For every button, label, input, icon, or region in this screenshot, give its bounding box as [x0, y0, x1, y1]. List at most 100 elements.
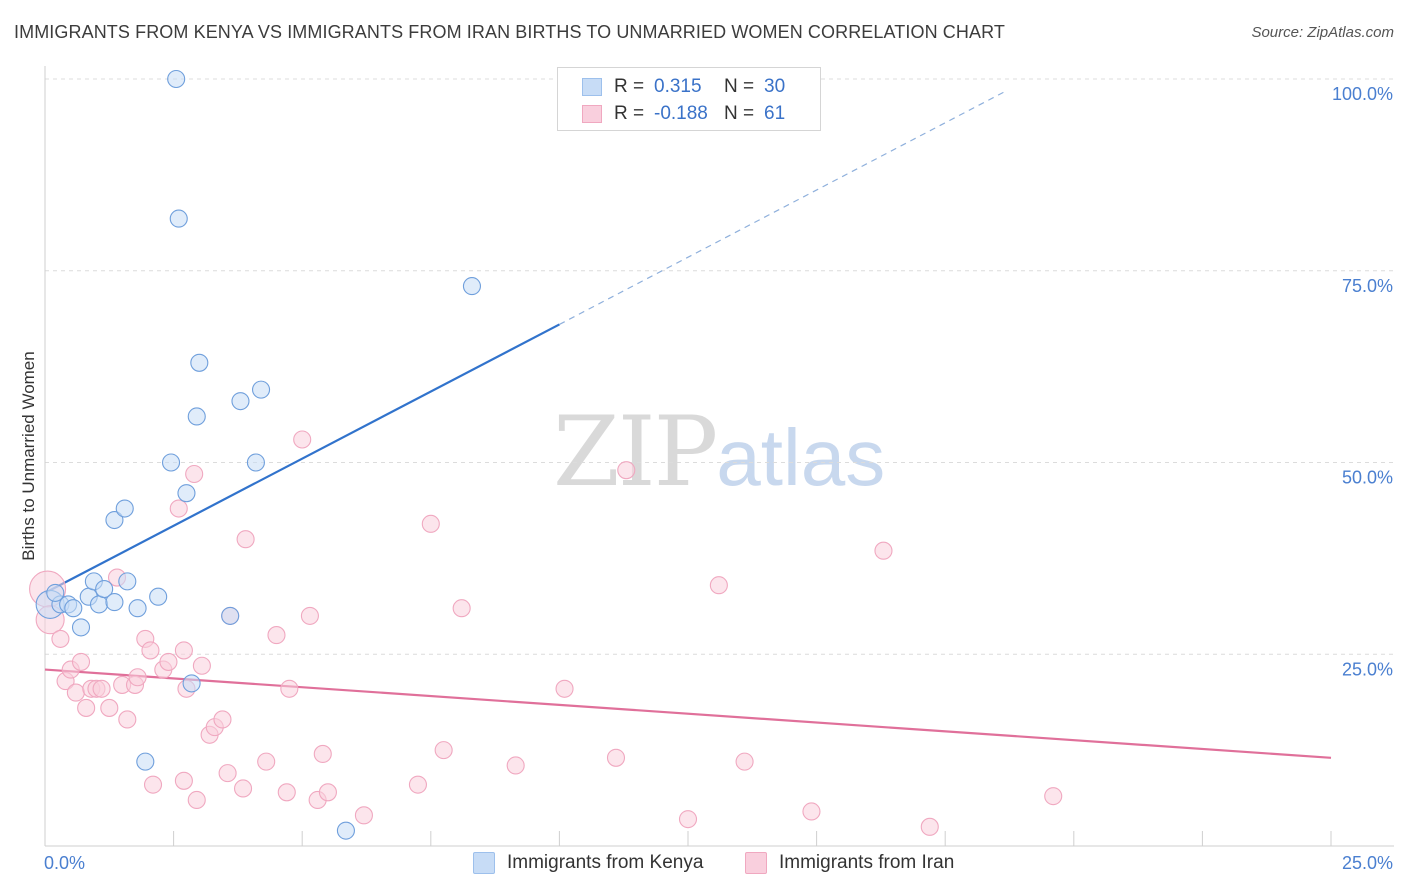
legend-swatch-kenya	[582, 78, 602, 96]
iran-point	[213, 710, 232, 729]
iran-point	[300, 606, 319, 625]
correlation-legend: R = 0.315 N = 30 R = -0.188 N = 61	[557, 67, 821, 131]
iran-point	[192, 656, 211, 675]
kenya-point	[105, 593, 124, 612]
series-label-iran: Immigrants from Iran	[779, 852, 955, 873]
iran-point	[920, 817, 939, 836]
iran-point	[452, 599, 471, 618]
iran-trend-line	[44, 668, 1332, 759]
kenya-point	[161, 453, 181, 472]
axes	[44, 66, 1394, 847]
iran-point	[185, 464, 204, 484]
kenya-point	[169, 209, 188, 228]
legend-r-label: R =	[614, 103, 645, 124]
kenya-point	[71, 618, 91, 637]
kenya-point	[187, 407, 206, 426]
iran-point	[1044, 787, 1063, 806]
legend-row-iran: R = -0.188 N = 61	[582, 102, 785, 126]
series-label-kenya: Immigrants from Kenya	[507, 852, 704, 873]
kenya-point	[105, 510, 124, 530]
iran-point	[141, 641, 160, 660]
iran-point	[354, 806, 373, 825]
iran-point	[100, 698, 119, 717]
kenya-point	[115, 499, 134, 518]
iran-point	[434, 741, 453, 760]
kenya-point	[167, 69, 186, 89]
kenya-point	[64, 599, 83, 618]
watermark-zip: ZIP	[553, 396, 718, 508]
iran-point	[118, 710, 137, 729]
iran-point	[169, 499, 188, 518]
kenya-points	[35, 69, 482, 840]
grid-lines	[45, 78, 1394, 655]
kenya-point	[221, 606, 240, 625]
kenya-point	[149, 587, 168, 606]
iran-point	[71, 652, 91, 671]
iran-point	[77, 698, 96, 717]
y-tick-label: 50.0%	[1342, 468, 1393, 488]
iran-point	[408, 775, 427, 794]
iran-point	[874, 541, 893, 560]
kenya-trend-extension	[559, 89, 1008, 325]
iran-point	[257, 752, 276, 771]
iran-point	[187, 790, 206, 810]
chart-title: IMMIGRANTS FROM KENYA VS IMMIGRANTS FROM…	[14, 22, 1005, 42]
legend-n-label: N =	[724, 103, 755, 124]
iran-point	[159, 652, 178, 671]
kenya-trend-line	[44, 323, 560, 594]
iran-point	[174, 771, 193, 790]
series-legend: Immigrants from Kenya Immigrants from Ir…	[0, 852, 1406, 878]
x-tick-label: 25.0%	[1342, 853, 1393, 873]
kenya-point	[336, 821, 355, 840]
kenya-point	[95, 580, 114, 599]
kenya-point	[118, 572, 137, 591]
kenya-point	[136, 752, 155, 771]
series-legend-iran[interactable]: Immigrants from Iran	[745, 852, 954, 874]
kenya-point	[231, 392, 250, 411]
watermark-atlas: atlas	[716, 413, 886, 502]
series-swatch-iran	[745, 852, 767, 874]
series-legend-kenya[interactable]: Immigrants from Kenya	[473, 852, 703, 874]
iran-point	[678, 810, 698, 829]
y-tick-label: 75.0%	[1342, 276, 1393, 296]
iran-point	[236, 530, 255, 549]
iran-point	[66, 683, 85, 702]
iran-point	[802, 802, 821, 821]
iran-point	[128, 668, 147, 687]
legend-r-label: R =	[614, 76, 645, 97]
iran-point	[421, 514, 440, 533]
legend-n-value-kenya: 30	[764, 76, 786, 97]
legend-row-kenya: R = 0.315 N = 30	[582, 75, 785, 99]
iran-point	[606, 748, 626, 767]
iran-point	[313, 744, 332, 764]
iran-trend-group	[44, 668, 1332, 759]
kenya-point	[190, 353, 209, 372]
iran-point	[709, 576, 728, 595]
series-swatch-kenya	[473, 852, 495, 874]
iran-point	[506, 756, 525, 775]
tick-labels: 25.0% 50.0% 75.0% 100.0% 0.0% 25.0%	[44, 84, 1393, 873]
iran-point	[280, 679, 299, 698]
kenya-point	[246, 453, 265, 472]
iran-point	[143, 775, 163, 794]
legend-n-label: N =	[724, 76, 755, 97]
iran-point	[735, 752, 754, 771]
kenya-point	[89, 595, 109, 614]
iran-point	[617, 461, 636, 480]
iran-point	[233, 779, 253, 798]
iran-point	[293, 430, 312, 449]
x-tick-label: 0.0%	[44, 853, 85, 873]
iran-point	[318, 783, 337, 802]
iran-point	[277, 783, 296, 802]
iran-point	[92, 679, 111, 698]
kenya-trend-group	[44, 89, 1008, 594]
y-axis-title: Births to Unmarried Women	[19, 351, 38, 560]
kenya-point	[251, 380, 271, 399]
iran-point	[51, 629, 70, 648]
y-tick-label: 25.0%	[1342, 659, 1393, 679]
kenya-point	[46, 583, 65, 602]
iran-point	[267, 626, 286, 645]
iran-point	[218, 764, 237, 783]
iran-point	[555, 679, 574, 698]
